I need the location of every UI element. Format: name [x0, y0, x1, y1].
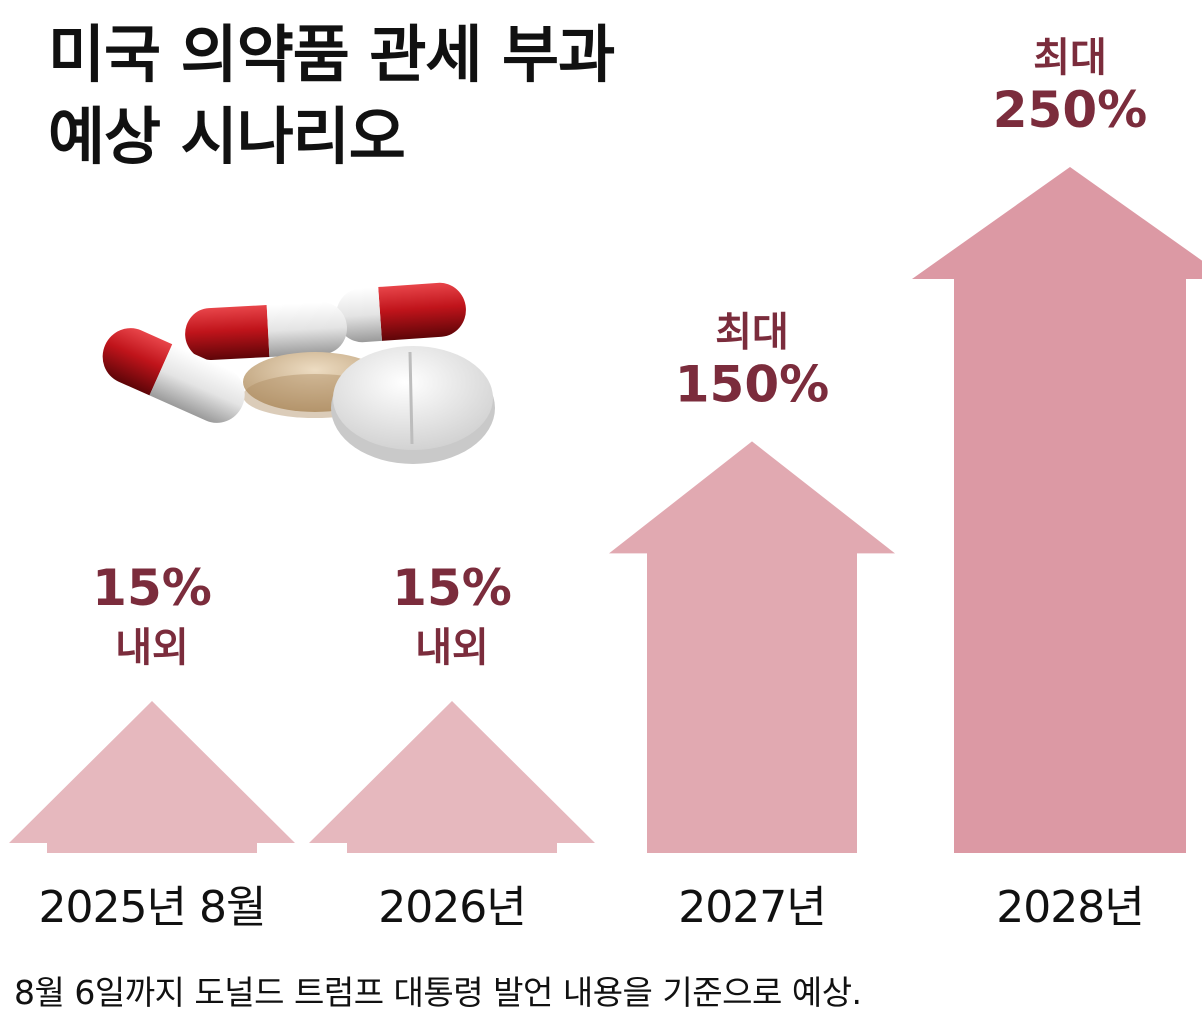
value-label-value: 250% [993, 81, 1147, 139]
category-label: 2025년 8월 [39, 882, 266, 933]
value-label-value: 150% [675, 355, 829, 413]
value-label-value: 15% [92, 559, 212, 617]
capsule-back [336, 282, 466, 343]
pills-illustration [102, 282, 495, 464]
capsule-left [102, 328, 245, 423]
white-tablet [331, 346, 495, 464]
value-label-qualifier: 내외 [415, 625, 489, 671]
category-label: 2026년 [378, 882, 525, 933]
capsule-top [185, 302, 347, 361]
value-label-qualifier: 내외 [115, 625, 189, 671]
title-line-2: 예상 시나리오 [48, 100, 406, 173]
arrow-bars [9, 167, 1202, 853]
category-label: 2028년 [996, 882, 1143, 933]
arrow-bar [309, 701, 595, 853]
arrow-bar [609, 441, 895, 853]
arrow-bar [912, 167, 1202, 853]
value-label-prefix: 최대 [1033, 35, 1107, 81]
value-label-prefix: 최대 [715, 309, 789, 355]
category-labels: 2025년 8월 2026년 2027년 2028년 [39, 882, 1145, 933]
chart-title: 미국 의약품 관세 부과 예상 시나리오 [48, 14, 615, 178]
value-label-value: 15% [392, 559, 512, 617]
footnote: 8월 6일까지 도널드 트럼프 대통령 발언 내용을 기준으로 예상. [14, 973, 862, 1012]
title-line-1: 미국 의약품 관세 부과 [48, 18, 615, 91]
arrow-bar [9, 701, 295, 853]
category-label: 2027년 [678, 882, 825, 933]
